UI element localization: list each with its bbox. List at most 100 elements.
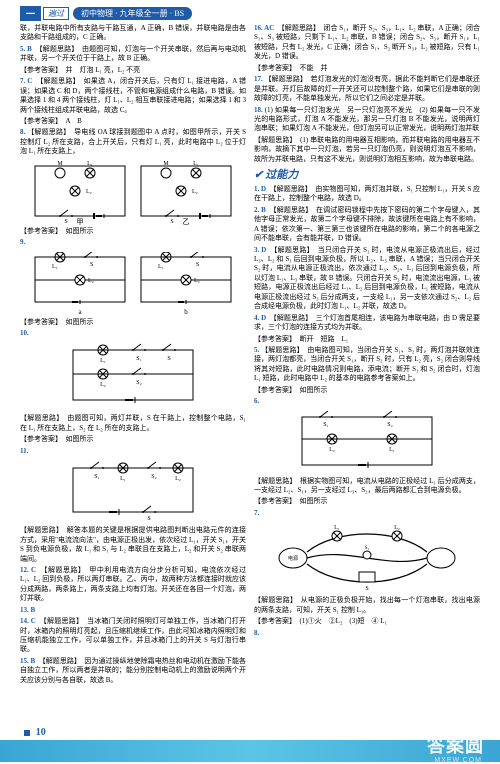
answer-line: 【参考答案】 A B xyxy=(20,117,246,126)
footer-stripe xyxy=(0,740,500,762)
question-number: 17. xyxy=(254,75,263,83)
svg-text:b: b xyxy=(184,308,188,316)
text-block: 【解题思路】 解答本题的关键是根据提供电路图判断出电路元件的连接方式，采用"电流… xyxy=(20,526,246,564)
question-number: 3. D xyxy=(254,246,266,254)
svg-text:乙: 乙 xyxy=(183,218,190,225)
question-number: 18. xyxy=(254,106,263,114)
answer-line: 【参考答案】 如图所示 xyxy=(20,227,246,236)
question-number: 6. xyxy=(254,397,259,405)
svg-text:L₂: L₂ xyxy=(194,278,200,284)
question-entry: 5. B 【解题思路】 由题图可知，灯泡与一个开关串联，然后再与电动机并联，另一… xyxy=(20,45,246,64)
question-number: 2. B xyxy=(254,206,266,214)
question-number: 5. B xyxy=(20,45,32,53)
answer-line: 【参考答案】 (1)①火 ②L₂ (3)短 ④ L₁ xyxy=(254,617,480,626)
svg-text:S₁: S₁ xyxy=(94,474,99,480)
question-entry: 15. B 【解题思路】 因为通过操纵地使除霜电热丝和电动机在激励下能各自独立工… xyxy=(20,657,246,685)
question-number: 13. B xyxy=(20,606,35,614)
svg-text:a: a xyxy=(78,308,82,316)
question-entry: 7. xyxy=(254,509,480,518)
svg-text:S: S xyxy=(170,219,173,225)
diagram-parallel: L₁ S₁ S L₂ S₂ xyxy=(20,342,246,412)
question-number: 11. xyxy=(20,447,28,455)
question-entry: 11. xyxy=(20,447,246,456)
svg-text:S₂: S₂ xyxy=(136,380,141,386)
answer-line: 【参考答案】 如图所示 xyxy=(254,497,480,506)
answer-line: 【参考答案】 如图所示 xyxy=(254,386,480,395)
diagram-s1s2: S₁ S₂ L₂ L₁ xyxy=(254,411,480,475)
svg-text:L₂: L₂ xyxy=(192,189,198,195)
text-block: 【解题思路】 (1) 串联电路的用电器互相影响，而并联电路的用电器互不影响，故摘… xyxy=(254,136,480,164)
diagram-series: S₁ L₁ S₂ L₂ S xyxy=(20,460,246,524)
svg-text:L₂: L₂ xyxy=(86,189,92,195)
question-entry: 17. 【解题思路】 若灯泡发光的灯泡没有亮，据此不能判断它们是串联还是并联。开… xyxy=(254,75,480,103)
section-heading: ✔过能力 xyxy=(254,168,480,183)
question-entry: 5. 【解题思路】 由电路图可知，当闭合开关 S₁、S₂ 时，两灯泡并联效连接，… xyxy=(254,346,480,384)
question-entry: 9. xyxy=(20,238,246,247)
page-footer: 10 答案圆 MXEW.COM xyxy=(0,728,500,762)
svg-text:S: S xyxy=(90,262,93,268)
question-entry: 6. xyxy=(254,397,480,406)
answer-line: 【参考答案】 如图所示 xyxy=(20,435,246,444)
svg-text:L₂: L₂ xyxy=(175,476,181,482)
answer-line: 【参考答案】 如图所示 xyxy=(20,318,246,327)
question-number: 1. D xyxy=(254,185,266,193)
svg-text:L₂: L₂ xyxy=(100,382,106,388)
svg-text:甲: 甲 xyxy=(77,218,84,225)
svg-text:S: S xyxy=(147,516,150,522)
question-entry: 7. C 【解题思路】 如果选 A，闭合开关后，只有灯 L₁ 接进电路，A 错误… xyxy=(20,77,246,115)
svg-text:S₂: S₂ xyxy=(151,474,156,480)
question-entry: 2. B 【解题思路】 在调试密码锁程中先按下密码的第二个字母键入，其他字母正常… xyxy=(254,206,480,244)
svg-text:S₂: S₂ xyxy=(387,422,392,428)
svg-text:L₁: L₁ xyxy=(389,447,395,453)
question-number: 12. C xyxy=(20,566,36,574)
svg-text:S: S xyxy=(64,219,67,225)
svg-text:S₁: S₁ xyxy=(323,422,328,428)
svg-text:L₁: L₁ xyxy=(193,161,199,167)
text-block: 【解题思路】 根据实物图可知，电流从电路的正极经过 L₁ 后分成两支，一支经过 … xyxy=(254,477,480,496)
answer-line: 【参考答案】 断开 短路 L₁ xyxy=(254,335,480,344)
question-number: 7. xyxy=(254,509,259,517)
diagram-two-ml: M L₁ L₂ S 甲 M L₁ L₂ S 乙 xyxy=(20,161,246,225)
answer-line: 【参考答案】 并 灯泡 L₁ 亮，L₂ 不亮 xyxy=(20,66,246,75)
question-entry: 14. C 【解题思路】 当冰箱门关闭时照明灯可单独工作，当冰箱门打开时，冰箱内… xyxy=(20,617,246,655)
svg-text:M: M xyxy=(163,161,169,167)
question-entry: 13. B xyxy=(20,606,246,615)
question-number: 15. B xyxy=(20,657,35,665)
question-number: 16. AC xyxy=(254,24,274,32)
question-number: 8. xyxy=(20,128,25,136)
brand-badge: 一 xyxy=(20,6,41,21)
page-number-value: 10 xyxy=(36,727,46,738)
svg-text:S₁: S₁ xyxy=(136,356,141,362)
question-number: 7. C xyxy=(20,77,32,85)
svg-text:S: S xyxy=(167,356,170,362)
question-number: 10. xyxy=(20,329,29,337)
question-entry: 4. D 【解题思路】 三个灯泡首尾相连，该电路为串联电路，由 D 需足要求，三… xyxy=(254,314,480,333)
page-number: 10 xyxy=(24,727,46,738)
svg-text:L₁: L₁ xyxy=(100,358,106,364)
svg-text:L₁: L₁ xyxy=(334,525,340,531)
text-block: 【解题思路】 由题图可知，两灯并联，S 在干路上，控制整个电路，S₁ 在 L₁ … xyxy=(20,414,246,433)
header-subtitle: 初中物理 · 九年级全一册 · BS xyxy=(73,7,192,20)
svg-text:M: M xyxy=(57,161,63,167)
question-entry: 1. D 【解题思路】 由实物图可知，两灯泡并联，S₁ 只控制 L₁，开关 S … xyxy=(254,185,480,204)
watermark-url: MXEW.COM xyxy=(434,757,482,764)
check-icon: ✔ xyxy=(254,169,263,181)
content-columns: 联，并联电路中所有支路与干路互通，A 正确，B 错误，并联电路是由各支路和干路组… xyxy=(20,24,480,722)
diagram-two-l1l2: L₁ S L₂ a L₁ S L₂ b xyxy=(20,252,246,316)
question-number: 4. D xyxy=(254,314,266,322)
svg-text:L₂: L₂ xyxy=(329,447,335,453)
text-block: 【解题思路】 从电源的正极负极开始，找出每一个灯泡串联，找出电源的两条支路，可知… xyxy=(254,596,480,615)
question-entry: 12. C 【解题思路】 甲中利用电流方向分步分析可知，电流依次经过 L₁、L₂… xyxy=(20,566,246,604)
diagram-complex: L₁ L₂ S S₁ 电源 xyxy=(254,522,480,594)
svg-text:S: S xyxy=(365,586,368,592)
question-number: 9. xyxy=(20,238,25,246)
question-entry: 10. xyxy=(20,329,246,338)
svg-text:L₂: L₂ xyxy=(88,278,94,284)
page-header: 一 遍过 初中物理 · 九年级全一册 · BS xyxy=(20,6,480,20)
question-entry: 18. (1) 如果每一只灯泡发光 另一只灯泡亮不发光 (2) 如果每一只不发光… xyxy=(254,106,480,134)
question-entry: 3. D 【解题思路】 当只闭合开关 S₁ 时，电流从电源正极流出后，经过 L₃… xyxy=(254,246,480,312)
watermark-text: 答案圆 xyxy=(427,732,484,758)
svg-text:L₁: L₁ xyxy=(87,161,93,167)
svg-text:S₁: S₁ xyxy=(365,546,370,551)
svg-text:电源: 电源 xyxy=(288,555,298,562)
